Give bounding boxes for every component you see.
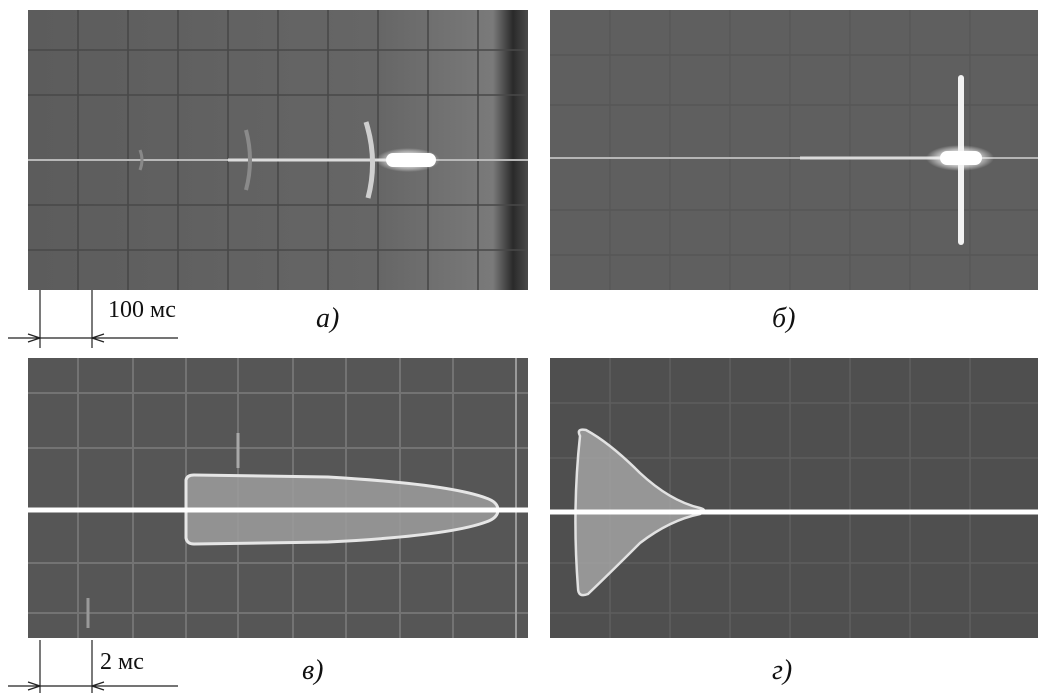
time-scale-bar-100ms — [0, 290, 200, 350]
caption-a: а) — [316, 303, 340, 334]
oscillogram-panel-a — [28, 10, 528, 290]
oscillogram-panel-g — [550, 358, 1038, 638]
scale-label-2ms: 2 мс — [100, 649, 144, 675]
oscillogram-panel-b — [550, 10, 1038, 290]
caption-g: г) — [772, 655, 793, 686]
scale-label-100ms: 100 мс — [108, 297, 176, 323]
caption-b: б) — [772, 303, 796, 334]
time-scale-bar-2ms — [0, 640, 200, 693]
caption-v: в) — [302, 655, 324, 686]
oscillogram-panel-v — [28, 358, 528, 638]
